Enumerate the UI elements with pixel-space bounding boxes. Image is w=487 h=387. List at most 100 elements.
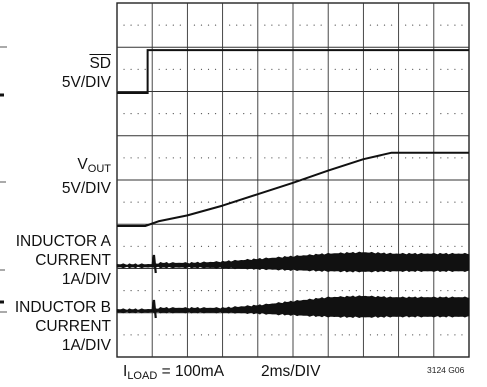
graticule-dot	[334, 113, 336, 115]
trace-inductor-a-spike	[151, 254, 157, 274]
graticule-dot	[179, 24, 181, 26]
graticule-dot	[419, 334, 421, 336]
graticule-dot	[306, 334, 308, 336]
graticule-dot	[165, 201, 167, 203]
graticule-dot	[355, 113, 357, 115]
graticule-dot	[179, 113, 181, 115]
graticule-dot	[369, 245, 372, 247]
graticule-dot	[454, 245, 456, 247]
graticule-dot	[383, 334, 386, 336]
graticule-dot	[193, 290, 196, 292]
graticule-dot	[461, 68, 463, 70]
inductor-b-line2: CURRENT	[35, 318, 111, 335]
graticule-dot	[369, 201, 372, 203]
graticule-dot	[376, 290, 379, 292]
graticule-dot	[461, 245, 463, 247]
graticule-dot	[334, 157, 336, 159]
graticule-dot	[243, 245, 245, 247]
graticule-dot	[461, 24, 463, 26]
graticule-dot	[306, 245, 308, 247]
graticule-dot	[306, 24, 308, 26]
vout-scale: 5V/DIV	[61, 180, 111, 197]
load-condition: ILOAD = 100mA	[123, 363, 225, 382]
graticule-dot	[376, 245, 379, 247]
graticule-dot	[454, 24, 456, 26]
graticule-dot	[320, 68, 322, 70]
graticule-dot	[440, 113, 442, 115]
vout-label: VOUT 5V/DIV	[62, 155, 111, 198]
graticule-dot	[447, 68, 449, 70]
inductor-a-label: INDUCTOR A CURRENT 1A/DIV	[16, 232, 111, 289]
graticule-dot	[313, 245, 315, 247]
trace-sd	[117, 49, 469, 94]
graticule-dot	[229, 245, 231, 247]
graticule-dot	[426, 245, 428, 247]
graticule-dot	[130, 157, 132, 159]
graticule-dot	[412, 290, 414, 292]
graticule-dot	[440, 24, 442, 26]
graticule-dot	[313, 201, 315, 203]
graticule-dot	[285, 201, 287, 203]
graticule-dot	[271, 290, 273, 292]
graticule-dot	[193, 24, 196, 26]
graticule-dot	[214, 201, 217, 203]
graticule-dot	[193, 113, 196, 115]
graticule-dot	[412, 68, 414, 70]
graticule-dot	[271, 24, 273, 26]
graticule-dot	[383, 68, 386, 70]
graticule-dot	[390, 245, 393, 247]
graticule-dot	[369, 68, 372, 70]
graticule-dot	[123, 290, 125, 292]
graticule-dot	[454, 201, 456, 203]
graticule-dot	[123, 68, 125, 70]
graticule-dot	[412, 201, 414, 203]
trace-vout	[117, 151, 469, 227]
graticule-dot	[313, 68, 315, 70]
graticule-dot	[130, 290, 132, 292]
graticule-dot	[440, 68, 442, 70]
graticule-dot	[207, 68, 210, 70]
graticule-dot	[285, 290, 287, 292]
graticule-dot	[158, 245, 160, 247]
graticule-dot	[285, 245, 287, 247]
graticule-dot	[207, 113, 210, 115]
graticule-dot	[355, 201, 357, 203]
graticule-dot	[214, 24, 217, 26]
graticule-dot	[426, 334, 428, 336]
graticule-dot	[207, 290, 210, 292]
graticule-dot	[158, 290, 160, 292]
graticule-dot	[440, 334, 442, 336]
graticule-dot	[179, 68, 181, 70]
graticule-dot	[144, 290, 146, 292]
graticule-dot	[236, 157, 238, 159]
graticule-dot	[137, 24, 139, 26]
graticule-dot	[313, 157, 315, 159]
graticule-dot	[426, 68, 428, 70]
graticule-dot	[348, 113, 350, 115]
graticule-dot	[236, 245, 238, 247]
inductor-a-line2: CURRENT	[35, 252, 111, 269]
graticule-dot	[341, 68, 343, 70]
graticule-dot	[250, 290, 252, 292]
graticule-dot	[348, 245, 350, 247]
graticule-dot	[158, 157, 160, 159]
graticule-dot	[137, 201, 139, 203]
graticule-dot	[299, 245, 301, 247]
graticule-dot	[144, 157, 146, 159]
graticule-dot	[165, 245, 167, 247]
graticule-dot	[320, 24, 322, 26]
graticule-dot	[137, 245, 139, 247]
graticule-dot	[144, 68, 146, 70]
graticule-dot	[341, 113, 343, 115]
graticule-dot	[390, 290, 393, 292]
graticule-dot	[390, 201, 393, 203]
vout-name: VOUT	[77, 156, 111, 175]
graticule-dot	[426, 201, 428, 203]
graticule-dot	[390, 24, 393, 26]
graticule-dot	[376, 157, 379, 159]
graticule-dot	[419, 68, 421, 70]
graticule-dot	[264, 290, 266, 292]
graticule-dot	[165, 24, 167, 26]
graticule-dot	[130, 68, 132, 70]
